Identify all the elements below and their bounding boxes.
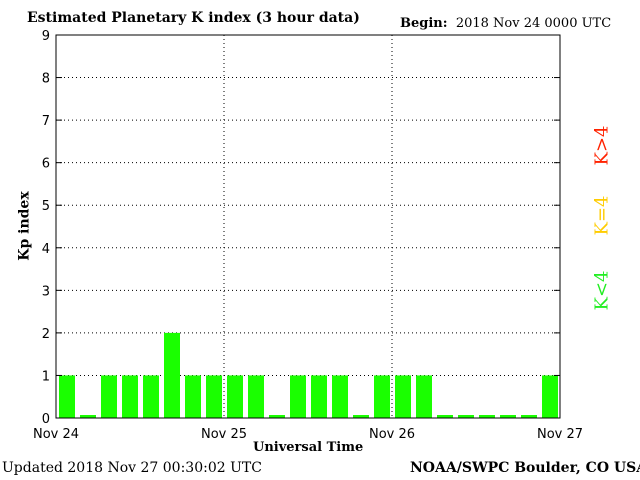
x-tick-label: Nov 27 xyxy=(537,427,583,442)
chart-title: Estimated Planetary K index (3 hour data… xyxy=(27,10,360,26)
bar xyxy=(248,375,264,418)
bar xyxy=(101,375,117,418)
bar xyxy=(206,375,222,418)
bar xyxy=(311,375,327,418)
plot-frame xyxy=(55,34,561,419)
bar xyxy=(521,415,537,418)
bar xyxy=(143,375,159,418)
x-tick-label: Nov 24 xyxy=(33,427,79,442)
bar xyxy=(290,375,306,418)
bar xyxy=(479,415,495,418)
y-tick-label: 7 xyxy=(42,114,50,129)
begin-date: Begin: 2018 Nov 24 0000 UTC xyxy=(400,16,611,31)
bar xyxy=(269,415,285,418)
bar xyxy=(122,375,138,418)
y-tick-label: 9 xyxy=(42,29,50,44)
bar xyxy=(437,415,453,418)
y-tick-label: 8 xyxy=(42,72,50,87)
bar xyxy=(59,375,75,418)
y-tick-label: 6 xyxy=(42,157,50,172)
bar xyxy=(500,415,516,418)
bar xyxy=(80,415,96,418)
begin-label: Begin: xyxy=(400,16,448,31)
bar xyxy=(353,415,369,418)
updated-timestamp: Updated 2018 Nov 27 00:30:02 UTC xyxy=(2,460,262,476)
y-tick-label: 5 xyxy=(42,199,50,214)
bar xyxy=(374,375,390,418)
y-tick-label: 4 xyxy=(42,242,50,257)
bar xyxy=(395,375,411,418)
bar xyxy=(164,332,180,418)
begin-value: 2018 Nov 24 0000 UTC xyxy=(455,16,612,31)
bar xyxy=(332,375,348,418)
y-tick-label: 2 xyxy=(42,327,50,342)
bar xyxy=(542,375,558,418)
y-tick-label: 0 xyxy=(42,412,50,427)
bar xyxy=(458,415,474,418)
y-tick-label: 3 xyxy=(42,284,50,299)
y-tick-label: 1 xyxy=(42,369,50,384)
x-tick-label: Nov 26 xyxy=(369,427,415,442)
bar xyxy=(185,375,201,418)
credit: NOAA/SWPC Boulder, CO USA xyxy=(410,460,640,476)
bar xyxy=(416,375,432,418)
bar xyxy=(227,375,243,418)
x-tick-label: Nov 25 xyxy=(201,427,247,442)
x-axis-label: Universal Time xyxy=(253,440,364,455)
